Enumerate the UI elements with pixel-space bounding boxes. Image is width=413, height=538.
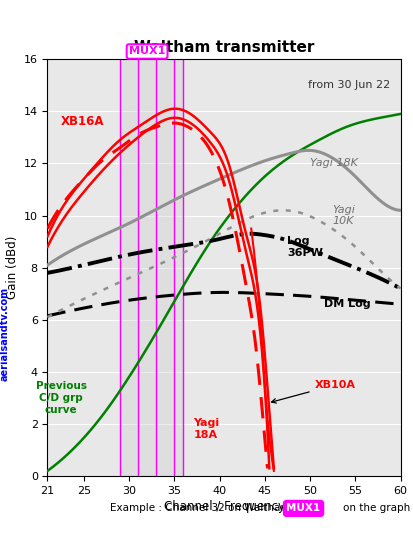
Text: Yagi
18A: Yagi 18A: [193, 419, 219, 440]
X-axis label: Channel / Frequency: Channel / Frequency: [164, 500, 285, 513]
Text: Previous
C/D grp
curve: Previous C/D grp curve: [36, 381, 87, 415]
Text: Log
36PW: Log 36PW: [287, 236, 323, 258]
Text: Yagi 18K: Yagi 18K: [310, 158, 358, 168]
Text: on the graph: on the graph: [343, 504, 410, 513]
Text: from 30 Jun 22: from 30 Jun 22: [308, 80, 390, 90]
Bar: [120, 59, 183, 476]
Text: Yagi
10K: Yagi 10K: [333, 205, 356, 226]
Text: XB16A: XB16A: [61, 115, 104, 128]
Text: Example : Channel 32 on Waltham =: Example : Channel 32 on Waltham =: [110, 504, 303, 513]
Title: Waltham transmitter: Waltham transmitter: [134, 40, 314, 55]
Text: aerialsandtv.com: aerialsandtv.com: [0, 287, 10, 380]
Text: XB10A: XB10A: [271, 380, 356, 403]
Text: MUX1: MUX1: [287, 504, 320, 513]
Text: MUX1: MUX1: [129, 46, 165, 56]
Text: DM Log: DM Log: [324, 299, 370, 309]
Y-axis label: Gain (dBd): Gain (dBd): [7, 236, 19, 299]
